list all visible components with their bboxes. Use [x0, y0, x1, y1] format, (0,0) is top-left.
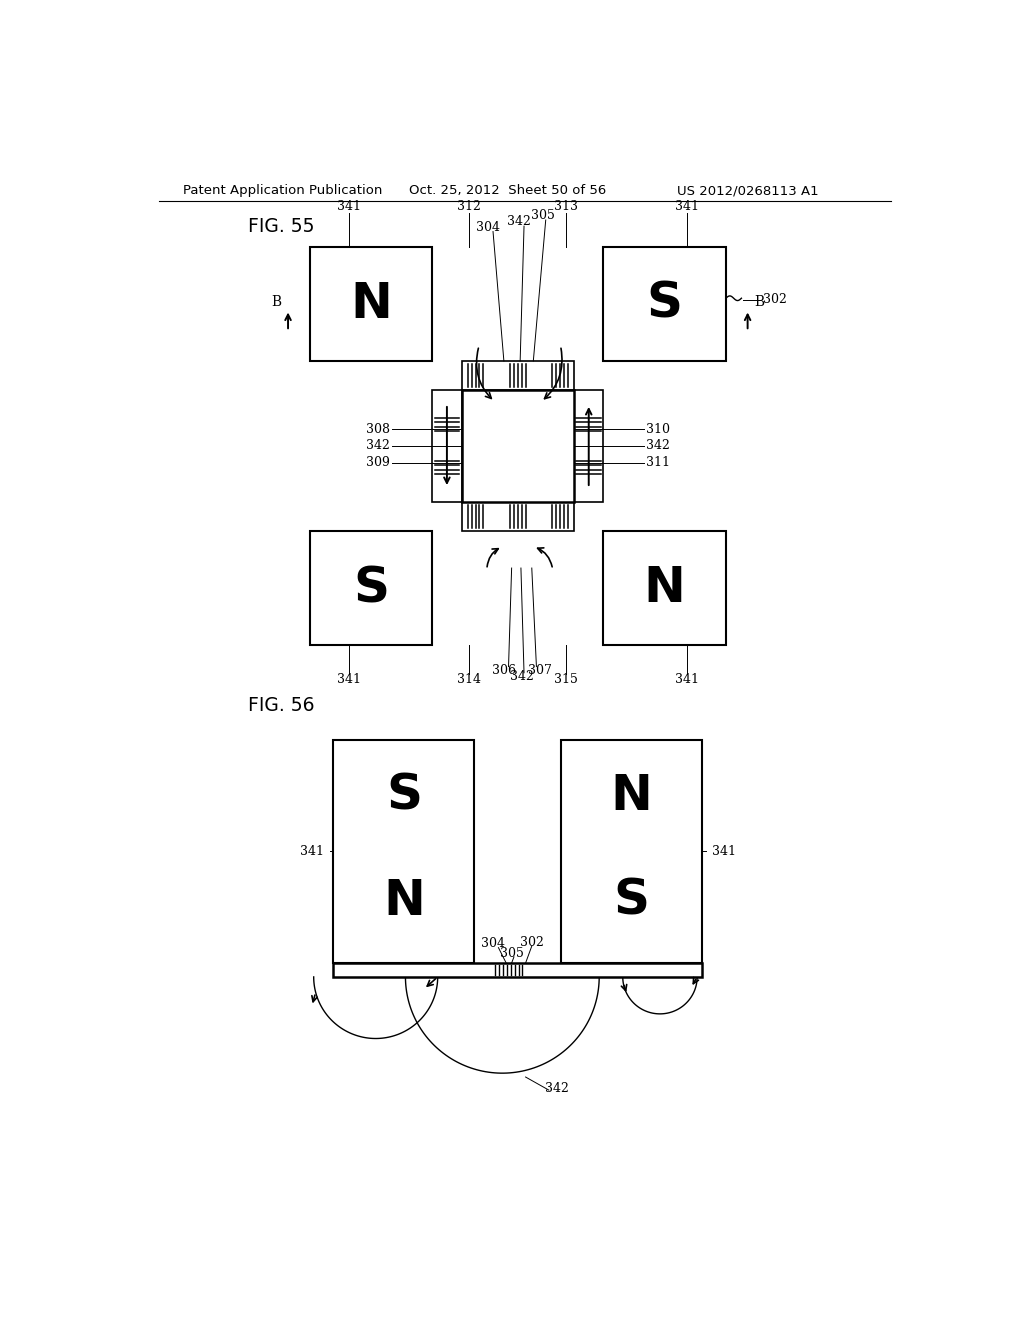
- Text: N: N: [610, 772, 652, 820]
- Text: 342: 342: [366, 440, 389, 453]
- Text: 342: 342: [545, 1082, 568, 1096]
- Text: 341: 341: [337, 673, 360, 686]
- Bar: [462, 360, 574, 391]
- Text: 304: 304: [476, 222, 501, 234]
- Text: S: S: [386, 772, 422, 820]
- Text: FIG. 55: FIG. 55: [248, 216, 314, 236]
- Text: N: N: [644, 564, 686, 612]
- Text: S: S: [353, 564, 389, 612]
- Bar: [603, 247, 726, 360]
- Text: 314: 314: [458, 673, 481, 686]
- Text: 341: 341: [675, 201, 698, 214]
- Text: 305: 305: [500, 946, 523, 960]
- Bar: [334, 739, 474, 964]
- Text: 310: 310: [646, 422, 670, 436]
- Text: S: S: [613, 876, 650, 924]
- Text: 307: 307: [527, 664, 552, 677]
- Bar: [462, 391, 574, 502]
- Text: 342: 342: [646, 440, 670, 453]
- Bar: [462, 502, 574, 531]
- Text: 302: 302: [520, 936, 544, 949]
- Text: N: N: [383, 876, 425, 924]
- Text: 309: 309: [366, 457, 389, 470]
- Text: 306: 306: [492, 664, 516, 677]
- Text: FIG. 56: FIG. 56: [248, 696, 314, 714]
- Bar: [309, 531, 432, 645]
- Bar: [334, 964, 702, 977]
- Text: 341: 341: [337, 201, 360, 214]
- Text: 311: 311: [646, 457, 670, 470]
- Text: 313: 313: [554, 201, 579, 214]
- Text: 305: 305: [530, 209, 555, 222]
- Bar: [309, 247, 432, 360]
- Text: 341: 341: [712, 845, 735, 858]
- Text: 302: 302: [763, 293, 787, 306]
- Text: B: B: [271, 294, 282, 309]
- Text: 308: 308: [366, 422, 389, 436]
- Text: 342: 342: [508, 215, 531, 228]
- Text: US 2012/0268113 A1: US 2012/0268113 A1: [677, 185, 819, 197]
- Text: 304: 304: [481, 937, 505, 950]
- Text: 341: 341: [675, 673, 698, 686]
- Text: N: N: [350, 280, 392, 327]
- Text: 315: 315: [554, 673, 579, 686]
- Text: Oct. 25, 2012  Sheet 50 of 56: Oct. 25, 2012 Sheet 50 of 56: [410, 185, 606, 197]
- Text: 312: 312: [458, 201, 481, 214]
- Text: 341: 341: [300, 845, 324, 858]
- Text: B: B: [754, 294, 764, 309]
- Bar: [574, 391, 603, 502]
- Text: Patent Application Publication: Patent Application Publication: [183, 185, 383, 197]
- Bar: [561, 739, 702, 964]
- Text: 342: 342: [510, 671, 534, 684]
- Text: S: S: [647, 280, 683, 327]
- Bar: [603, 531, 726, 645]
- Bar: [432, 391, 462, 502]
